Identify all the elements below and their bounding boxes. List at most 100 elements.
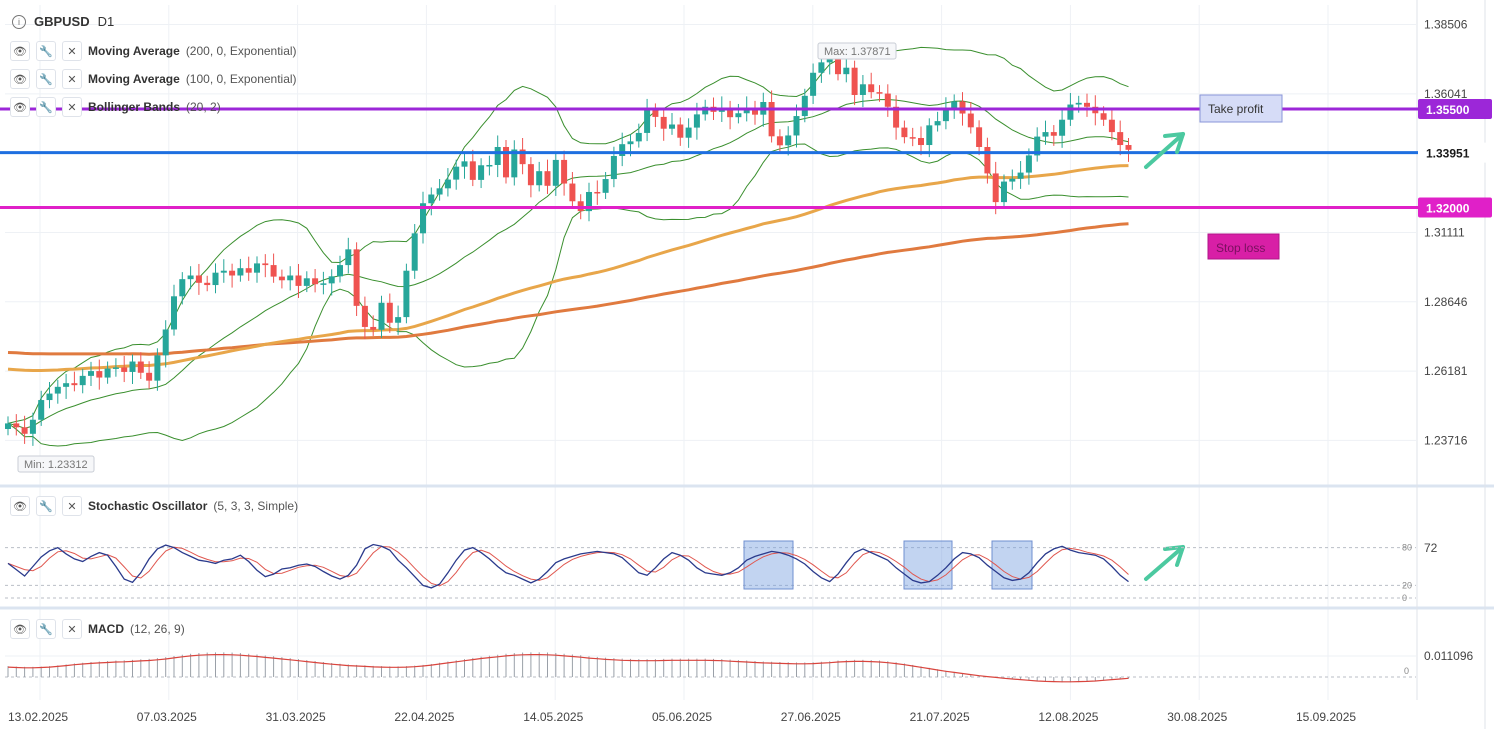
candle-body bbox=[619, 144, 626, 156]
y-axis-tick-label: 1.36041 bbox=[1424, 87, 1468, 101]
candle-body bbox=[810, 72, 817, 96]
candle-body bbox=[237, 268, 244, 276]
candle-body bbox=[594, 191, 601, 194]
candle-body bbox=[129, 361, 136, 372]
wrench-icon[interactable]: 🔧 bbox=[36, 41, 56, 61]
candle-body bbox=[652, 110, 659, 117]
candle-body bbox=[926, 125, 933, 146]
candle-body bbox=[959, 101, 966, 114]
candle-body bbox=[187, 275, 194, 280]
indicator-row-ma200: 👁 🔧 ✕ Moving Average (200, 0, Exponentia… bbox=[10, 41, 297, 61]
candle-body bbox=[395, 317, 402, 323]
min-label-box bbox=[17, 455, 95, 473]
stochastic-level-label: 20 bbox=[1402, 580, 1412, 590]
candle-body bbox=[644, 110, 651, 133]
candle-body bbox=[1017, 172, 1024, 179]
candle-body bbox=[843, 67, 850, 75]
wrench-icon[interactable]: 🔧 bbox=[36, 619, 56, 639]
eye-icon[interactable]: 👁 bbox=[10, 97, 30, 117]
candle-body bbox=[1009, 178, 1016, 182]
candle-body bbox=[378, 302, 385, 330]
indicator-row-ma100: 👁 🔧 ✕ Moving Average (100, 0, Exponentia… bbox=[10, 69, 297, 89]
indicator-row-bollinger: 👁 🔧 ✕ Bollinger Bands (20, 2) bbox=[10, 97, 221, 117]
candle-body bbox=[420, 203, 426, 234]
candle-body bbox=[270, 265, 277, 277]
candle-body bbox=[992, 173, 999, 203]
candle-body bbox=[776, 136, 783, 146]
candle-body bbox=[1059, 119, 1066, 136]
candle-body bbox=[453, 166, 460, 180]
candle-body bbox=[743, 107, 750, 114]
candle-body bbox=[71, 383, 78, 386]
eye-icon[interactable]: 👁 bbox=[10, 69, 30, 89]
x-axis-tick-label: 13.02.2025 bbox=[8, 710, 68, 724]
candle-body bbox=[303, 278, 310, 286]
bullish-arrow-main bbox=[1144, 132, 1185, 169]
candle-body bbox=[88, 371, 94, 376]
candle-body bbox=[503, 146, 509, 178]
wrench-icon[interactable]: 🔧 bbox=[36, 69, 56, 89]
candle-body bbox=[162, 329, 169, 356]
candle-body bbox=[104, 368, 111, 378]
candle-body bbox=[13, 423, 20, 428]
y-axis-tick-label: 1.26181 bbox=[1424, 364, 1468, 378]
candle-body bbox=[859, 84, 866, 95]
candle-body bbox=[212, 272, 219, 286]
wrench-icon[interactable]: 🔧 bbox=[36, 97, 56, 117]
candle-body bbox=[1050, 132, 1057, 136]
candle-body bbox=[494, 146, 501, 165]
candle-body bbox=[1067, 104, 1074, 120]
candle-body bbox=[934, 121, 941, 126]
candle-body bbox=[38, 400, 45, 420]
candle-body bbox=[370, 326, 377, 330]
candle-body bbox=[54, 386, 61, 394]
current-price-tag: 1.33951 bbox=[1426, 147, 1470, 161]
candle-body bbox=[220, 270, 227, 273]
candle-body bbox=[254, 263, 260, 273]
candle-body bbox=[561, 159, 568, 184]
candle-body bbox=[337, 265, 343, 277]
max-label: Max: 1.37871 bbox=[824, 46, 891, 58]
wrench-icon[interactable]: 🔧 bbox=[36, 496, 56, 516]
indicator-params: (5, 3, 3, Simple) bbox=[213, 499, 299, 513]
candle-body bbox=[1117, 132, 1124, 146]
eye-icon[interactable]: 👁 bbox=[10, 619, 30, 639]
candle-body bbox=[893, 106, 900, 128]
eye-icon[interactable]: 👁 bbox=[10, 41, 30, 61]
close-icon[interactable]: ✕ bbox=[62, 97, 82, 117]
close-icon[interactable]: ✕ bbox=[62, 69, 82, 89]
candle-body bbox=[876, 92, 883, 94]
eye-icon[interactable]: 👁 bbox=[10, 496, 30, 516]
close-icon[interactable]: ✕ bbox=[62, 41, 82, 61]
macd-signal-line bbox=[7, 654, 1129, 683]
close-icon[interactable]: ✕ bbox=[62, 496, 82, 516]
candle-body bbox=[436, 188, 443, 195]
close-icon[interactable]: ✕ bbox=[62, 619, 82, 639]
take-profit-label: Take profit bbox=[1208, 102, 1264, 116]
candle-body bbox=[295, 275, 302, 286]
candle-body bbox=[976, 127, 983, 147]
candle-body bbox=[428, 194, 435, 204]
candle-body bbox=[195, 275, 202, 283]
candle-body bbox=[79, 375, 86, 386]
bullish-arrow-main-head bbox=[1175, 132, 1185, 154]
candle-body bbox=[801, 95, 808, 117]
candle-body bbox=[386, 302, 393, 323]
indicator-params: (12, 26, 9) bbox=[130, 622, 185, 636]
candle-body bbox=[660, 116, 667, 129]
candle-body bbox=[312, 278, 319, 285]
y-axis-tick-label: 1.38506 bbox=[1424, 18, 1468, 32]
candle-body bbox=[1075, 102, 1082, 105]
indicator-params: (200, 0, Exponential) bbox=[185, 44, 297, 58]
candle-body bbox=[154, 355, 161, 381]
candle-body bbox=[685, 127, 692, 138]
x-axis-tick-label: 31.03.2025 bbox=[266, 710, 326, 724]
candle-body bbox=[727, 107, 734, 118]
y-axis-tick-label: 1.23716 bbox=[1424, 433, 1468, 447]
candle-body bbox=[171, 296, 177, 330]
candle-body bbox=[121, 367, 128, 372]
info-icon[interactable]: i bbox=[12, 14, 26, 29]
x-axis-tick-label: 12.08.2025 bbox=[1038, 710, 1098, 724]
